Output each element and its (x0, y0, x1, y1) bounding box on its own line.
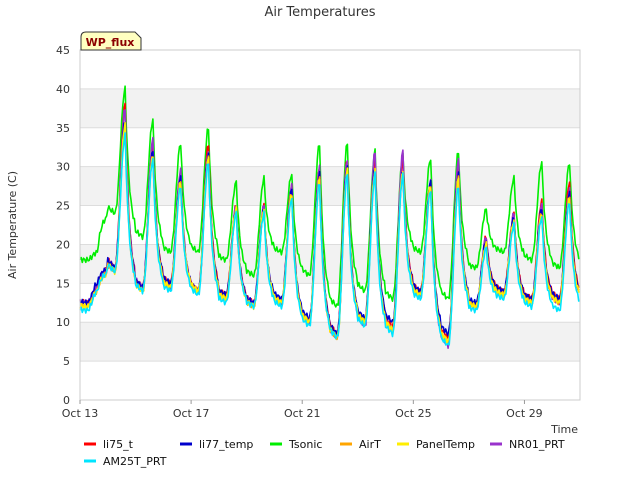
x-tick-label: Oct 21 (284, 407, 321, 420)
legend-label: AirT (359, 438, 381, 451)
y-tick-label: 30 (56, 161, 70, 174)
y-tick-label: 15 (56, 277, 70, 290)
chart-title: Air Temperatures (264, 5, 375, 20)
grid-band (80, 166, 580, 206)
y-tick-label: 40 (56, 83, 70, 96)
site-tag-box (80, 31, 142, 51)
y-axis-label: Air Temperature (C) (6, 171, 19, 279)
grid-band (80, 88, 580, 128)
y-tick-label: 0 (63, 394, 70, 407)
x-tick-label: Oct 13 (62, 407, 99, 420)
legend-label: PanelTemp (416, 438, 475, 451)
series-line-am25t-prt (79, 132, 580, 346)
x-tick-label: Oct 17 (173, 407, 210, 420)
y-tick-label: 5 (63, 355, 70, 368)
x-tick-label: Oct 25 (395, 407, 432, 420)
legend-label: NR01_PRT (509, 438, 565, 451)
grid-band (80, 361, 580, 400)
legend-label: AM25T_PRT (103, 455, 167, 468)
x-tick-label: Oct 29 (506, 407, 543, 420)
y-tick-label: 45 (56, 44, 70, 57)
grid-band (80, 127, 580, 167)
grid-band (80, 50, 580, 89)
legend-label: li75_t (103, 438, 134, 451)
legend-label: Tsonic (288, 438, 322, 451)
legend-label: li77_temp (199, 438, 253, 451)
plot-frame (79, 49, 581, 401)
legend: li75_t li77_temp Tsonic AirT PanelTemp NR01_P… (84, 438, 565, 468)
y-tick-label: 35 (56, 122, 70, 135)
y-axis-ticks: 0 5 10 15 20 25 30 35 40 45 (56, 44, 70, 407)
y-tick-label: 25 (56, 200, 70, 213)
y-tick-label: 10 (56, 316, 70, 329)
grid-band (80, 205, 580, 245)
series-line-tsonic (79, 85, 580, 308)
x-axis-ticks: Oct 13 Oct 17 Oct 21 Oct 25 Oct 29 (62, 400, 543, 420)
site-tag: WP_flux (80, 31, 142, 51)
y-tick-label: 20 (56, 238, 70, 251)
x-axis-label: Time (550, 423, 578, 436)
site-tag-label: WP_flux (86, 36, 135, 49)
series-lines (79, 85, 580, 349)
